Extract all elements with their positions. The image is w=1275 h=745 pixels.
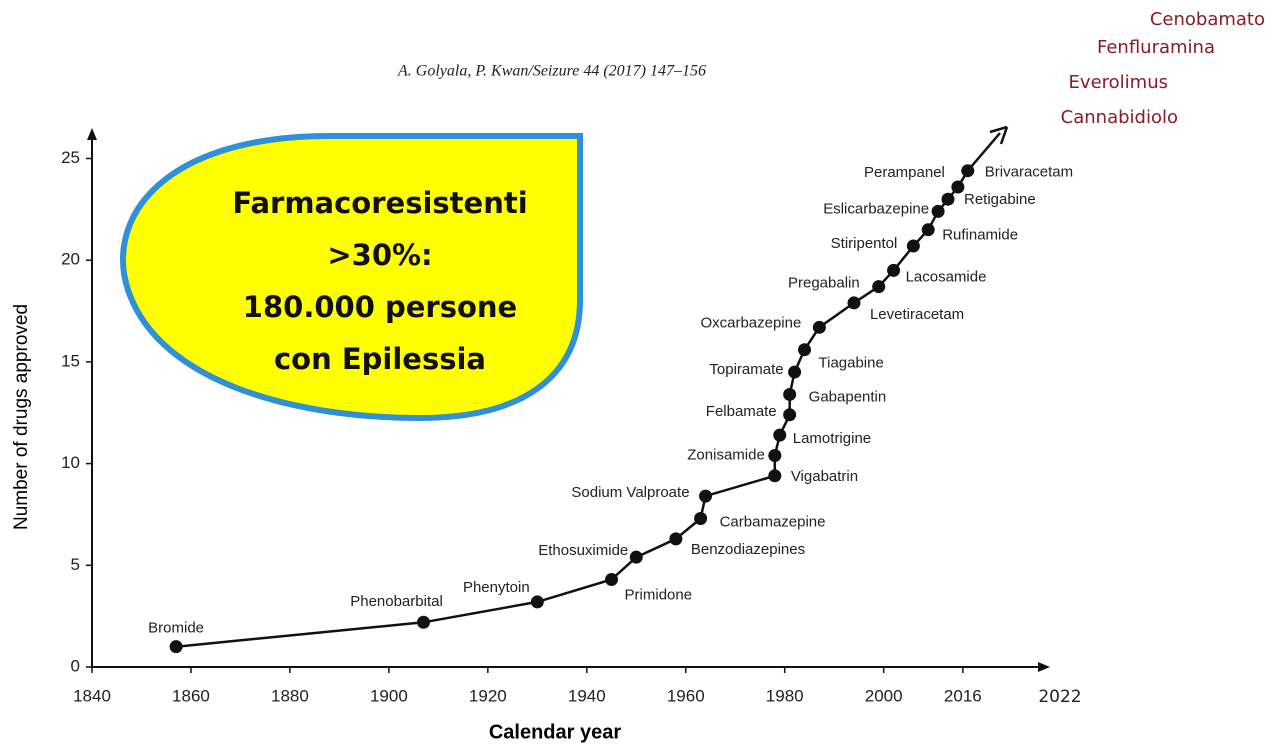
point-label: Vigabatrin [791, 468, 858, 485]
x-tick-label: 1960 [667, 686, 705, 705]
y-axis-label: Number of drugs approved [11, 304, 32, 530]
data-point [788, 365, 802, 379]
callout-line: con Epilessia [274, 342, 486, 376]
trend-arrow-head [989, 125, 1009, 145]
new-drugs: Cenobamato Fenfluramina Everolimus Cannabid… [1061, 9, 1265, 128]
point-label: Perampanel [864, 164, 945, 181]
x-tick-label: 1840 [73, 686, 111, 705]
x-tick-label: 2016 [944, 686, 982, 705]
data-point [783, 408, 797, 422]
data-point [605, 573, 619, 587]
y-tick-label: 25 [61, 148, 80, 167]
point-label: Lacosamide [906, 268, 987, 285]
data-point [530, 595, 544, 609]
point-label: Topiramate [709, 361, 783, 378]
y-tick-label: 5 [71, 555, 80, 574]
data-point [951, 180, 965, 194]
data-point [887, 263, 901, 277]
x-tick-label: 1920 [469, 686, 507, 705]
y-tick-label: 10 [61, 453, 80, 472]
data-point [921, 223, 935, 237]
x-tick-label: 1980 [766, 686, 804, 705]
x-tick-label: 1900 [370, 686, 408, 705]
new-drug: Cannabidiolo [1061, 107, 1178, 128]
point-label: Retigabine [964, 191, 1036, 208]
point-label: Sodium Valproate [571, 484, 689, 501]
data-point [906, 239, 920, 253]
y-tick-label: 20 [61, 250, 80, 269]
data-point [961, 164, 975, 178]
data-point [798, 343, 811, 357]
x-tick-label: 1860 [172, 686, 210, 705]
data-point [847, 296, 861, 310]
point-label: Brivaracetam [985, 164, 1073, 181]
x-tick-label: 1880 [271, 686, 309, 705]
y-tick-label: 0 [71, 656, 80, 675]
data-point [669, 532, 683, 546]
data-point [169, 640, 183, 654]
new-drug: Everolimus [1069, 72, 1168, 93]
x-tick-label: 2000 [865, 686, 903, 705]
y-axis-arrow [87, 128, 97, 140]
point-label: Felbamate [706, 403, 777, 420]
point-label: Ethosuximide [538, 542, 628, 559]
data-point [768, 448, 782, 462]
callout-shape [120, 133, 583, 422]
data-point [941, 192, 955, 206]
point-label: Rufinamide [942, 227, 1018, 244]
callout: Farmacoresistenti >30%: 180.000 persone con… [232, 186, 527, 376]
trend-arrow [966, 132, 1001, 172]
point-label: Levetiracetam [870, 306, 964, 323]
data-point [768, 469, 782, 483]
data-point [417, 615, 431, 629]
point-label: Oxcarbazepine [700, 314, 801, 331]
data-point [629, 550, 643, 564]
x-tick-label: 1940 [568, 686, 606, 705]
data-point [783, 387, 797, 401]
citation: A. Golyala, P. Kwan/Seizure 44 (2017) 14… [397, 63, 706, 80]
x-axis-arrow [1038, 662, 1050, 672]
data-point [931, 204, 945, 218]
point-label: Tiagabine [819, 355, 884, 372]
x-axis-label: Calendar year [489, 721, 622, 743]
data-point [872, 280, 886, 294]
data-point [694, 512, 708, 526]
data-point [773, 428, 787, 442]
point-label: Phenytoin [463, 579, 530, 596]
new-drug: Fenfluramina [1097, 37, 1215, 58]
point-label: Zonisamide [687, 446, 765, 463]
callout-line: >30%: [327, 238, 432, 272]
point-label: Eslicarbazepine [823, 200, 929, 217]
new-drug: Cenobamato [1150, 9, 1265, 30]
point-label: Phenobarbital [350, 593, 443, 610]
x-end-label: 2022 [1038, 687, 1081, 707]
point-label: Lamotrigine [793, 430, 871, 447]
callout-line: Farmacoresistenti [232, 186, 527, 220]
point-label: Pregabalin [788, 275, 860, 292]
y-tick-label: 15 [61, 351, 80, 370]
point-label: Carbamazepine [720, 513, 826, 530]
point-label: Benzodiazepines [691, 541, 805, 558]
data-point [699, 489, 713, 503]
point-label: Stiripentol [831, 235, 898, 252]
point-label: Primidone [625, 587, 693, 604]
point-label: Gabapentin [809, 388, 887, 405]
point-label: Bromide [148, 620, 204, 637]
data-point [812, 320, 826, 334]
callout-line: 180.000 persone [243, 290, 517, 324]
